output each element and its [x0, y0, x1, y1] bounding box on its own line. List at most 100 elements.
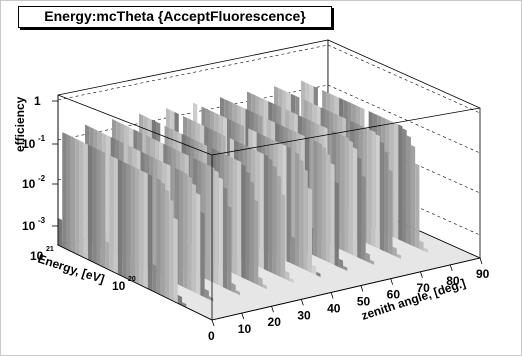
surface-cell	[344, 136, 349, 254]
surface-cell	[83, 142, 88, 260]
grid-line-left	[57, 44, 329, 101]
surface-cell	[259, 152, 264, 270]
surface-cell	[286, 146, 291, 264]
surface-cell	[272, 165, 277, 276]
z-tick-exponent: -3	[38, 216, 46, 225]
surface-cell	[70, 136, 76, 254]
surface-cell	[66, 134, 71, 252]
surface-cell	[317, 142, 322, 260]
surface-cell	[92, 146, 97, 264]
surface-cell	[241, 164, 246, 280]
x-tick-label: 0	[208, 329, 215, 343]
surface-cell	[398, 124, 403, 242]
surface-cell	[258, 276, 263, 288]
surface-cell	[410, 144, 416, 248]
x-axis-ticks: 0 10 20 30 40 50 60 70 80 90	[208, 257, 490, 343]
surface-cell	[396, 253, 401, 259]
x-tick-label: 20	[268, 315, 282, 329]
surface-cell	[343, 265, 348, 271]
surface-cell	[183, 171, 188, 290]
surface-cell	[135, 167, 140, 285]
surface-cell	[231, 282, 236, 294]
grid-line-right	[327, 124, 481, 194]
surface-cell	[249, 180, 255, 284]
surface-cell	[182, 302, 187, 308]
surface-cell	[254, 199, 259, 286]
surface-cell	[96, 148, 101, 266]
surface-cell	[187, 176, 192, 292]
front-edge-bottom	[57, 244, 213, 321]
chart-title-box: Energy:mcTheta {AcceptFluorescence}	[18, 6, 332, 28]
x-tick-label: 10	[238, 322, 252, 336]
surface-cell	[147, 173, 153, 291]
surface-cell	[384, 150, 389, 254]
y-tick-exponent: 20	[128, 276, 136, 283]
surface-cell	[130, 165, 135, 283]
surface-cell	[235, 289, 240, 296]
surface-cell	[58, 217, 63, 248]
surface-cell	[113, 157, 118, 275]
surface-cell	[321, 146, 327, 262]
z-tick-exponent: -2	[38, 174, 46, 183]
surface-cell	[139, 169, 144, 287]
surface-cell	[62, 132, 67, 250]
y-tick-label: 10	[112, 279, 126, 293]
chart-title: Energy:mcTheta {AcceptFluorescence}	[44, 8, 306, 24]
surface-cell	[299, 159, 304, 270]
x-tick-label: 70	[416, 281, 430, 295]
grid-line-right	[327, 44, 481, 114]
surface-cell	[268, 158, 273, 274]
surface-cell	[164, 189, 170, 300]
surface-cell	[204, 288, 209, 300]
surface-cell	[312, 264, 317, 276]
surface-cell	[105, 240, 110, 270]
x-tick	[360, 285, 364, 292]
surface-cell	[357, 156, 362, 260]
surface-cell	[334, 181, 339, 268]
surface-cell	[280, 193, 286, 280]
surface-cell	[87, 144, 93, 262]
x-tick	[390, 278, 394, 285]
surface-cell	[276, 174, 281, 278]
front-edge-right	[211, 257, 481, 321]
surface-cell	[348, 140, 353, 256]
surface-cell	[100, 150, 106, 268]
surface-cell	[388, 169, 393, 255]
surface-cell	[169, 199, 174, 302]
grid-line-right	[327, 84, 481, 154]
surface-cell	[340, 134, 345, 252]
x-tick	[449, 264, 453, 272]
z-tick-exponent: -1	[38, 134, 46, 143]
surface-cell	[367, 128, 372, 246]
x-tick-label: 90	[476, 267, 490, 281]
front-edge-top-right	[211, 107, 481, 156]
x-tick-label: 60	[387, 288, 401, 302]
surface-cell	[289, 277, 294, 284]
surface-cell	[326, 153, 331, 264]
surface-cell	[423, 247, 428, 253]
z-axis-label: efficiency	[13, 96, 27, 152]
surface-cell	[263, 154, 269, 272]
surface-cell	[338, 258, 344, 270]
z-tick-label: 10	[22, 219, 36, 233]
surface-cell	[122, 161, 127, 279]
surface-cell	[415, 163, 420, 249]
surface-cell	[191, 183, 197, 294]
grid-line-right	[327, 166, 481, 236]
x-tick	[241, 312, 245, 320]
surface-cell	[290, 236, 295, 266]
surface-cell	[177, 294, 183, 306]
surface-cell	[152, 263, 157, 293]
x-tick	[211, 319, 215, 327]
y-tick-label: 10	[30, 249, 44, 263]
surface-cell	[156, 177, 161, 295]
surface-cell	[402, 128, 407, 244]
surface-cell	[419, 240, 424, 251]
x-tick	[479, 257, 483, 265]
surface-lego	[58, 80, 428, 308]
surface-cell	[79, 140, 84, 258]
front-edge-top-left	[57, 94, 213, 156]
z-axis-ticks: 110-110-210-3	[22, 94, 58, 233]
